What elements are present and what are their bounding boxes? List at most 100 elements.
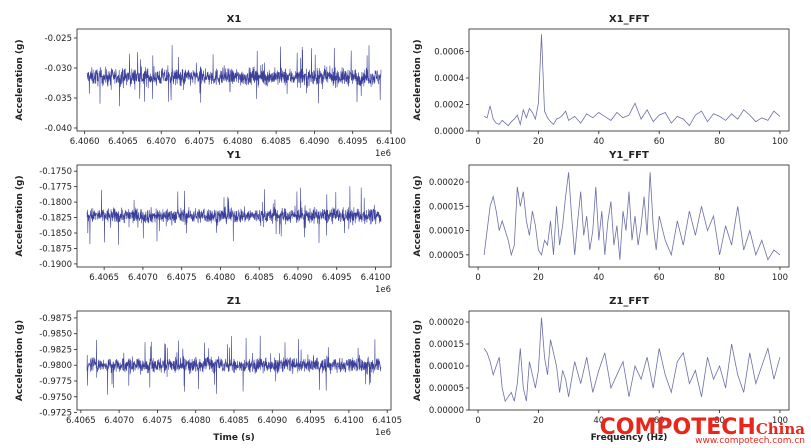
- x-tick-label: 6.4085: [219, 416, 249, 426]
- y-tick-label: 0.0006: [434, 48, 464, 58]
- x-tick-label: 20: [533, 416, 544, 426]
- subplot-title: Z1: [227, 296, 241, 307]
- x-tick-label: 40: [593, 137, 604, 147]
- x-tick-label: 6.4095: [296, 416, 326, 426]
- y-tick-label: 0.0002: [434, 101, 464, 111]
- y-axis-label: Acceleration (g): [413, 320, 423, 401]
- watermark-brand: COMPOTECH: [599, 415, 756, 440]
- x-tick-label: 60: [654, 137, 665, 147]
- y-axis-label: Acceleration (g): [15, 39, 25, 120]
- signal-line: [86, 45, 382, 107]
- y-tick-label: 0.00005: [429, 384, 464, 394]
- x-tick-label: 100: [772, 273, 788, 283]
- y-tick-label: -0.025: [45, 34, 72, 44]
- y-axis-label: Acceleration (g): [15, 320, 25, 401]
- x-tick-label: 6.4065: [108, 137, 138, 147]
- x-tick-label: 6.4075: [167, 273, 197, 283]
- axes-frame: [468, 310, 790, 411]
- y-tick-label: -0.9875: [39, 314, 72, 324]
- y-tick-label: -0.9825: [39, 345, 72, 355]
- y-tick-label: 0.0000: [434, 127, 464, 137]
- x-offset-label: 1e6: [375, 428, 391, 438]
- x-tick-label: 6.4080: [223, 137, 253, 147]
- x-tick-label: 100: [772, 416, 788, 426]
- y-axis-label: Acceleration (g): [15, 175, 25, 256]
- y-tick-label: -0.1850: [39, 229, 72, 239]
- y-axis-label: Acceleration (g): [413, 39, 423, 120]
- subplot-title: Y1_FFT: [608, 150, 649, 161]
- y-tick-label: 0.00010: [429, 362, 464, 372]
- watermark-url: www.compotech.com.cn: [695, 436, 805, 446]
- x-tick-label: 80: [714, 416, 725, 426]
- x-tick-label: 6.4065: [89, 273, 119, 283]
- y-tick-label: -0.9850: [39, 330, 72, 340]
- fft-line: [483, 34, 781, 127]
- y-tick-label: 0.00015: [429, 340, 464, 350]
- watermark-suffix: China: [755, 420, 805, 438]
- x-tick-label: 6.4095: [338, 137, 368, 147]
- axes-frame: [468, 164, 790, 268]
- y-tick-label: -0.1825: [39, 214, 72, 224]
- x-tick-label: 100: [772, 137, 788, 147]
- y-tick-label: -0.1750: [39, 167, 72, 177]
- y-tick-label: 0.00020: [429, 178, 464, 188]
- x-tick-label: 6.4085: [244, 273, 274, 283]
- x-tick-label: 6.4095: [322, 273, 352, 283]
- y-tick-label: 0.00010: [429, 227, 464, 237]
- x-tick-label: 6.4085: [261, 137, 291, 147]
- y-tick-label: -0.9775: [39, 377, 72, 387]
- subplot-z1-fft: Z1_FFT Acceleration (g) 0.00000 0.00005 0.00…: [413, 296, 790, 443]
- x-tick-label: 6.4070: [146, 137, 176, 147]
- compotech-watermark-logo: COMPOTECHChina www.compotech.com.cn: [600, 417, 805, 446]
- x-tick-label: 80: [714, 273, 725, 283]
- x-tick-label: 80: [714, 137, 725, 147]
- x-tick-label: 20: [533, 273, 544, 283]
- subplot-title: Y1: [226, 150, 241, 161]
- axes-frame: [468, 28, 790, 132]
- x-offset-label: 1e6: [375, 285, 391, 295]
- y-tick-label: 0.0004: [434, 74, 464, 84]
- subplot-title: X1_FFT: [609, 14, 649, 25]
- y-tick-label: -0.1900: [39, 260, 72, 270]
- x-tick-label: 6.4080: [181, 416, 211, 426]
- subplot-x1-fft: X1_FFT Acceleration (g) 0.0000 0.0002 0.0004…: [413, 14, 790, 147]
- subplot-z1: Z1 Acceleration (g) -0.9875 -0.9850 -0.9825 -…: [15, 296, 402, 443]
- y-tick-label: -0.9800: [39, 361, 72, 371]
- y-tick-label: 0.00000: [429, 406, 464, 416]
- x-tick-label: 40: [593, 416, 604, 426]
- y-axis-label: Acceleration (g): [413, 175, 423, 256]
- x-tick-label: 6.4090: [300, 137, 330, 147]
- x-tick-label: 6.4080: [206, 273, 236, 283]
- x-tick-label: 6.4075: [185, 137, 215, 147]
- y-tick-label: -0.9725: [39, 409, 72, 419]
- x-tick-label: 6.4075: [143, 416, 173, 426]
- y-tick-label: -0.030: [45, 64, 72, 74]
- y-tick-label: 0.00020: [429, 318, 464, 328]
- x-axis-label: Frequency (Hz): [591, 433, 668, 443]
- axes-frame: [76, 28, 392, 132]
- fft-line: [483, 172, 781, 261]
- fft-line: [483, 317, 781, 403]
- x-tick-label: 6.4070: [104, 416, 134, 426]
- y-tick-label: -0.035: [45, 94, 72, 104]
- axes-frame: [76, 164, 392, 268]
- x-tick-label: 0: [475, 416, 480, 426]
- y-tick-label: -0.1800: [39, 198, 72, 208]
- subplot-title: Z1_FFT: [609, 296, 649, 307]
- y-tick-label: -0.040: [45, 124, 72, 134]
- y-tick-label: 0.00005: [429, 251, 464, 261]
- y-tick-label: -0.9750: [39, 393, 72, 403]
- x-tick-label: 6.4100: [334, 416, 364, 426]
- x-tick-label: 20: [533, 137, 544, 147]
- x-tick-label: 6.4090: [283, 273, 313, 283]
- x-tick-label: 6.4090: [257, 416, 287, 426]
- y-tick-label: 0.00015: [429, 202, 464, 212]
- subplot-x1: X1 Acceleration (g) -0.025 -0.030 -0.035 -0.0…: [15, 14, 406, 159]
- signal-line: [86, 186, 382, 245]
- y-tick-label: -0.1775: [39, 183, 72, 193]
- x-tick-label: 40: [593, 273, 604, 283]
- x-tick-label: 60: [654, 416, 665, 426]
- signal-line: [86, 335, 382, 395]
- x-tick-label: 60: [654, 273, 665, 283]
